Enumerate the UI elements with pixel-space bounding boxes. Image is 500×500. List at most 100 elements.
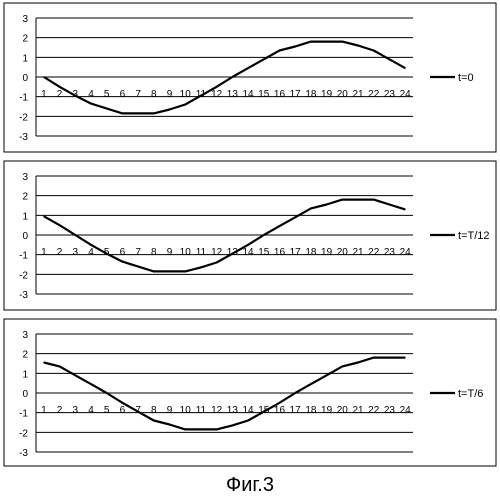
data-point <box>279 226 280 227</box>
data-point <box>153 113 154 114</box>
x-tick-label: 19 <box>321 247 333 258</box>
data-point <box>326 375 327 376</box>
chart-panel-3: -3-2-10123123456789101112131415161718192… <box>4 319 496 466</box>
data-point <box>310 384 311 385</box>
x-tick-label: 16 <box>274 89 286 100</box>
data-point <box>59 366 60 367</box>
data-point <box>138 411 139 412</box>
data-point <box>138 266 139 267</box>
data-point <box>153 271 154 272</box>
data-point <box>389 357 390 358</box>
x-tick-label: 17 <box>290 247 302 258</box>
x-tick-label: 18 <box>305 405 317 416</box>
data-point <box>295 46 296 47</box>
data-point <box>373 50 374 51</box>
x-tick-label: 9 <box>167 405 173 416</box>
data-point <box>326 204 327 205</box>
data-point <box>216 429 217 430</box>
data-point <box>43 362 44 363</box>
chart-panel-2: -3-2-10123123456789101112131415161718192… <box>4 161 496 310</box>
data-point <box>405 357 406 358</box>
x-tick-label: 12 <box>211 405 223 416</box>
x-tick-label: 18 <box>305 89 317 100</box>
data-point <box>106 253 107 254</box>
data-point <box>357 45 358 46</box>
x-tick-label: 1 <box>41 247 47 258</box>
x-tick-label: 23 <box>384 405 396 416</box>
x-tick-label: 20 <box>337 247 349 258</box>
x-tick-label: 17 <box>290 89 302 100</box>
data-point <box>263 59 264 60</box>
data-point <box>342 366 343 367</box>
data-point <box>122 261 123 262</box>
y-tick-label: 0 <box>22 389 28 400</box>
x-tick-label: 14 <box>243 89 255 100</box>
x-tick-label: 2 <box>57 405 63 416</box>
x-tick-label: 19 <box>321 405 333 416</box>
x-tick-label: 7 <box>135 247 141 258</box>
data-point <box>200 267 201 268</box>
y-tick-label: -1 <box>19 93 28 104</box>
x-tick-label: 10 <box>180 89 192 100</box>
x-tick-label: 14 <box>243 247 255 258</box>
y-tick-label: 0 <box>22 73 28 84</box>
data-point <box>263 411 264 412</box>
x-tick-label: 24 <box>400 89 412 100</box>
data-point <box>295 217 296 218</box>
y-tick-label: -2 <box>19 428 28 439</box>
x-tick-label: 23 <box>384 247 396 258</box>
y-tick-label: 1 <box>22 53 28 64</box>
data-point <box>342 41 343 42</box>
data-point <box>216 86 217 87</box>
y-tick-label: -3 <box>19 290 28 301</box>
x-tick-label: 21 <box>352 89 364 100</box>
data-point <box>357 362 358 363</box>
y-tick-label: 0 <box>22 231 28 242</box>
data-point <box>106 108 107 109</box>
x-tick-label: 17 <box>290 405 302 416</box>
data-point <box>59 86 60 87</box>
x-tick-label: 24 <box>400 405 412 416</box>
x-tick-label: 12 <box>211 247 223 258</box>
x-tick-label: 5 <box>104 89 110 100</box>
y-tick-label: -3 <box>19 132 28 143</box>
y-tick-label: -1 <box>19 409 28 420</box>
x-tick-label: 8 <box>151 247 157 258</box>
data-point <box>90 384 91 385</box>
data-point <box>232 76 233 77</box>
data-point <box>43 76 44 77</box>
y-tick-label: 3 <box>22 172 28 183</box>
x-tick-label: 1 <box>41 89 47 100</box>
data-point <box>357 199 358 200</box>
data-point <box>247 420 248 421</box>
figure-caption: Фиг.3 <box>0 474 500 497</box>
x-tick-label: 6 <box>120 89 126 100</box>
y-tick-label: -3 <box>19 448 28 459</box>
data-point <box>247 68 248 69</box>
data-point <box>263 234 264 235</box>
data-point <box>295 392 296 393</box>
y-tick-label: 2 <box>22 34 28 45</box>
legend-label: t=0 <box>458 72 474 84</box>
data-point <box>106 392 107 393</box>
data-point <box>185 429 186 430</box>
data-point <box>75 95 76 96</box>
y-tick-label: 2 <box>22 192 28 203</box>
data-point <box>75 375 76 376</box>
x-tick-label: 22 <box>368 405 380 416</box>
data-point <box>59 225 60 226</box>
x-tick-label: 4 <box>88 89 94 100</box>
data-point <box>405 68 406 69</box>
x-tick-label: 23 <box>384 89 396 100</box>
data-point <box>122 113 123 114</box>
x-tick-label: 22 <box>368 89 380 100</box>
data-point <box>169 271 170 272</box>
x-tick-label: 19 <box>321 89 333 100</box>
data-point <box>279 50 280 51</box>
x-tick-label: 15 <box>258 247 270 258</box>
x-tick-label: 14 <box>243 405 255 416</box>
x-tick-label: 9 <box>167 89 173 100</box>
data-point <box>153 420 154 421</box>
x-tick-label: 8 <box>151 405 157 416</box>
y-tick-label: 1 <box>22 369 28 380</box>
